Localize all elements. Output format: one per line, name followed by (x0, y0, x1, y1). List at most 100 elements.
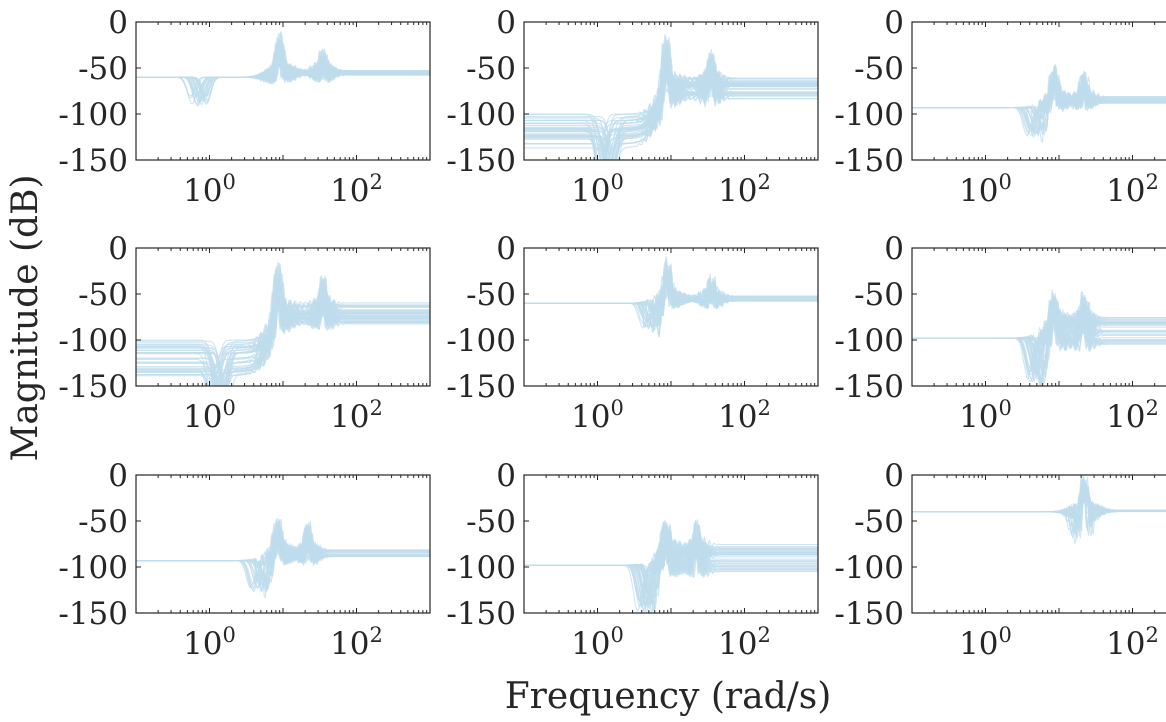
y-tick-label: -50 (78, 277, 128, 313)
y-tick-label: -100 (446, 97, 516, 133)
y-tick-label: -50 (466, 51, 516, 87)
y-axis-title: Magnitude (dB) (5, 174, 46, 461)
x-tick-label: 102 (1106, 623, 1159, 662)
y-tick-label: -50 (78, 51, 128, 87)
frequency-response-curve (912, 80, 1166, 130)
y-tick-label: -150 (834, 143, 904, 179)
subplot-r1c3: 0 -50 -100 -150 100 102 (834, 5, 1166, 209)
x-tick-label: 102 (330, 396, 383, 435)
x-tick-label: 100 (571, 623, 624, 662)
subplot-r1c2: 0 -50 -100 -150 100 102 (446, 5, 819, 209)
frequency-response-curve (912, 486, 1166, 523)
y-tick-label: 0 (108, 458, 128, 494)
y-tick-label: -50 (466, 504, 516, 540)
x-axis-title: Frequency (rad/s) (505, 676, 832, 717)
x-tick-label: 102 (1106, 170, 1159, 209)
subplot-r2c2: 0 -50 -100 -150 100 102 (446, 231, 819, 435)
frequency-response-curve (912, 476, 1166, 533)
frequency-response-curve (912, 483, 1166, 532)
frequency-response-curve (912, 479, 1166, 540)
trace-group (136, 261, 430, 386)
subplot-r2c3: 0 -50 -100 -150 100 102 (834, 231, 1166, 435)
x-tick-label: 102 (718, 623, 771, 662)
trace-group (524, 256, 818, 338)
frequency-response-curve (136, 274, 430, 386)
y-tick-label: -100 (834, 550, 904, 586)
y-tick-label: -50 (854, 504, 904, 540)
frequency-response-curve (136, 273, 430, 386)
frequency-response-curve (912, 484, 1166, 534)
y-tick-label: -100 (834, 97, 904, 133)
trace-group (912, 475, 1166, 546)
frequency-response-curve (912, 478, 1166, 528)
y-tick-label: -150 (834, 596, 904, 632)
frequency-response-curve (524, 275, 818, 324)
subplot-r3c2: 0 -50 -100 -150 100 102 (446, 458, 819, 662)
y-tick-label: -150 (446, 369, 516, 405)
x-tick-label: 102 (330, 170, 383, 209)
trace-group (136, 516, 430, 598)
y-tick-label: -50 (466, 277, 516, 313)
subplot-grid: 0 -50 -100 -150 100 102 0 -50 -100 -150 100 102 0 -50… (58, 5, 1166, 662)
frequency-response-curve (524, 57, 818, 160)
x-tick-label: 100 (959, 170, 1012, 209)
y-tick-label: 0 (496, 231, 516, 267)
y-tick-label: 0 (108, 5, 128, 41)
frequency-response-curve (912, 488, 1166, 522)
frequency-response-curve (136, 49, 430, 97)
frequency-response-curve (912, 484, 1166, 537)
trace-group (912, 289, 1166, 386)
y-tick-label: 0 (108, 231, 128, 267)
x-tick-label: 100 (959, 396, 1012, 435)
trace-group (136, 31, 430, 107)
x-tick-label: 102 (330, 623, 383, 662)
y-tick-label: 0 (884, 231, 904, 267)
y-tick-label: -100 (834, 323, 904, 359)
frequency-response-curve (524, 520, 818, 610)
y-tick-label: 0 (496, 5, 516, 41)
y-tick-label: -50 (854, 277, 904, 313)
x-tick-label: 102 (1106, 396, 1159, 435)
frequency-response-curve (912, 297, 1166, 380)
frequency-response-curve (136, 529, 430, 587)
frequency-response-curve (912, 477, 1166, 539)
x-tick-label: 100 (183, 623, 236, 662)
subplot-r3c3: 0 -50 -100 -150 100 102 (834, 458, 1166, 662)
plot-frame (911, 474, 1166, 614)
trace-group (524, 34, 818, 160)
y-tick-label: -150 (834, 369, 904, 405)
y-tick-label: -100 (58, 550, 128, 586)
y-tick-label: -100 (58, 323, 128, 359)
y-tick-label: -150 (446, 596, 516, 632)
y-tick-label: -100 (58, 97, 128, 133)
y-tick-label: -100 (446, 550, 516, 586)
y-tick-label: -150 (446, 143, 516, 179)
y-tick-label: -100 (446, 323, 516, 359)
frequency-response-curve (136, 282, 430, 386)
frequency-response-curve (912, 481, 1166, 530)
x-tick-label: 100 (571, 170, 624, 209)
frequency-response-curve (912, 478, 1166, 527)
frequency-response-curve (524, 43, 818, 160)
frequency-response-curve (912, 481, 1166, 538)
x-tick-label: 100 (959, 623, 1012, 662)
frequency-response-curve (524, 43, 818, 160)
trace-group (912, 63, 1166, 144)
y-tick-label: -150 (58, 143, 128, 179)
subplot-r3c1: 0 -50 -100 -150 100 102 (58, 458, 431, 662)
x-tick-label: 100 (183, 170, 236, 209)
x-tick-label: 100 (183, 396, 236, 435)
frequency-response-curve (912, 483, 1166, 535)
frequency-response-curve (524, 45, 818, 160)
y-tick-label: 0 (884, 458, 904, 494)
frequency-response-curve (912, 477, 1166, 536)
trace-group (524, 519, 818, 613)
y-tick-label: -50 (78, 504, 128, 540)
x-tick-label: 102 (718, 170, 771, 209)
y-tick-label: -150 (58, 596, 128, 632)
frequency-response-curve (524, 37, 818, 160)
subplot-r2c1: 0 -50 -100 -150 100 102 (58, 231, 431, 435)
y-tick-label: -150 (58, 369, 128, 405)
x-tick-label: 102 (718, 396, 771, 435)
